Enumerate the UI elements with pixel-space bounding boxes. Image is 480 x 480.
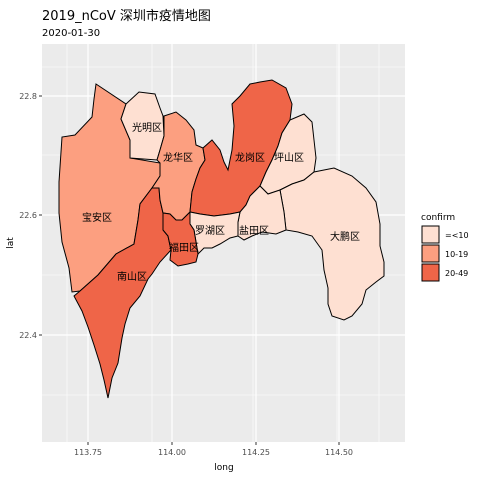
legend-swatch-mid	[421, 244, 440, 263]
region-label: 福田区	[169, 241, 199, 254]
x-tick-label: 114.50	[325, 448, 353, 457]
region-label: 龙岗区	[235, 151, 265, 164]
region-label: 龙华区	[163, 151, 193, 164]
legend-title: confirm	[421, 213, 455, 223]
x-tick-label: 114.25	[242, 448, 270, 457]
legend-label: =<10	[445, 231, 469, 240]
x-tick-label: 113.75	[74, 448, 102, 457]
region-label: 大鹏区	[330, 230, 360, 243]
regions	[58, 79, 385, 399]
legend-label: 10-19	[445, 250, 468, 259]
chart-subtitle: 2020-01-30	[42, 28, 100, 39]
region-label: 南山区	[117, 270, 147, 283]
legend-swatch-low	[421, 225, 440, 244]
legend: confirm =<10 10-19 20-49	[421, 213, 469, 282]
region-label: 宝安区	[82, 211, 112, 224]
region-label: 光明区	[132, 121, 162, 134]
y-axis: 22.8 22.6 22.4 lat	[6, 92, 42, 340]
legend-swatch-high	[421, 263, 440, 282]
legend-label: 20-49	[445, 269, 468, 278]
x-axis: 113.75 114.00 114.25 114.50 long	[74, 442, 353, 473]
x-tick-label: 114.00	[158, 448, 186, 457]
region-labels: 光明区 龙华区 龙岗区 坪山区 宝安区 罗湖区 盐田区 大鹏区 福田区 南山区	[82, 121, 360, 283]
region-label: 坪山区	[274, 151, 304, 164]
region-da-peng	[279, 167, 385, 321]
y-tick-label: 22.6	[19, 211, 37, 220]
region-fu-tian	[162, 210, 199, 267]
region-label: 罗湖区	[195, 225, 225, 237]
y-tick-label: 22.4	[19, 331, 37, 340]
y-axis-title: lat	[6, 237, 16, 249]
x-axis-title: long	[214, 463, 233, 473]
region-label: 盐田区	[239, 224, 269, 237]
chart-title: 2019_nCoV 深圳市疫情地图	[42, 8, 211, 24]
y-tick-label: 22.8	[19, 92, 37, 101]
